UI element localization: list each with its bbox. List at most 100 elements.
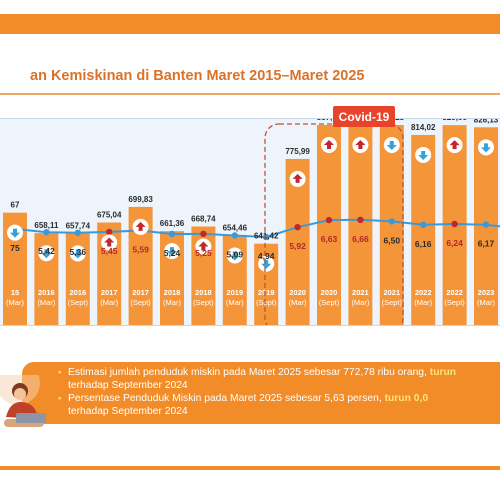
arrow-down-icon [261,259,272,269]
x-tick-year: 2022 [446,288,463,297]
covid-label-box [333,106,395,127]
arrow-down-icon [167,247,177,257]
bar-value-label: 775,99 [285,147,310,156]
arrow-up-icon [292,173,303,183]
line-point [200,230,207,238]
line-value-label: 6,24 [446,238,463,248]
bar-value-label: 657,74 [66,221,91,230]
line-value-label: 6,63 [321,234,338,244]
bullet-continuation: terhadap September 2024 [68,380,188,391]
line-point [420,221,427,228]
line-point [482,221,490,228]
bullet-item: Persentase Penduduk Miskin pada Maret 20… [58,392,500,405]
line-value-label: 5,36 [70,247,87,257]
bar-value-label: 826,13 [474,119,499,124]
footer-accent-bar [0,466,500,470]
line-value-label: 5,42 [38,246,55,256]
line-point [451,220,458,228]
arrow-down-icon [229,251,240,261]
line-point [74,229,82,236]
x-tick-period: (Mar) [100,298,118,307]
x-tick-period: (Sept) [444,298,465,307]
bar-value-label: 699,83 [128,195,153,204]
bar [348,125,373,325]
line-point [357,216,364,223]
line-point [43,229,50,236]
x-tick-year: 2018 [164,288,181,297]
line-point [168,230,176,238]
bar-value-label: 654,46 [223,223,248,232]
x-tick-period: (Sept) [319,298,340,307]
bar-value-label: 675,04 [97,211,122,220]
x-tick-year: 2020 [321,288,338,297]
x-tick-period: (Mar) [477,298,495,307]
bar-value-label: 814,02 [411,123,436,132]
covid-region [264,123,404,325]
arrow-up-icon [135,221,146,231]
bar-value-label: 668,74 [191,214,216,223]
x-tick-year: 2018 [195,288,212,297]
line-value-label: 6,17 [478,239,495,249]
bullet-highlight: turun [429,367,457,378]
line-value-label: 5,09 [227,250,244,260]
x-tick-period: (Mar) [6,298,24,307]
arrow-up-icon [449,140,460,150]
x-tick-period: (Sept) [193,298,214,307]
x-tick-period: (Sept) [130,298,151,307]
bar-value-label: 857,64 [317,119,342,122]
header-accent-bar [0,14,500,34]
line-point [231,232,238,239]
line-value-label: 5,59 [132,245,149,255]
x-tick-period: (Mar) [289,298,307,307]
arrow-down-icon [72,249,83,259]
page-title: an Kemiskinan di Banten Maret 2015–Maret… [30,68,365,84]
line-value-label: 5,25 [195,248,212,258]
chart-area: 67 658,11 657,74 675,04 699,83 661,36 668,74 65… [0,118,500,326]
x-tick-period: (Mar) [163,298,181,307]
x-tick-period: (Sept) [68,298,89,307]
arrow-down-icon [481,143,491,153]
covid-annotation: Covid-19 [333,106,395,127]
bar-value-label: 67 [11,201,20,210]
x-tick-year: 2017 [132,288,149,297]
line-value-label: 5,24 [164,248,181,258]
line-point [388,218,395,225]
bar [411,134,436,325]
x-tick-year: 2022 [415,288,432,297]
line-point [325,216,333,224]
x-tick-year: 2020 [289,288,306,297]
arrow-up-icon [198,241,209,251]
line-value-label: 5,92 [289,241,306,251]
x-tick-year: 15 [11,288,19,297]
arrow-down-icon [386,141,397,150]
bar [317,125,341,325]
x-tick-year: 2021 [383,288,400,297]
x-tick-period: (Sept) [382,298,403,307]
x-tick-year: 2016 [69,288,86,297]
arrow-up-icon [324,140,334,149]
arrow-down-icon [418,150,429,160]
x-tick-year: 2019 [258,288,275,297]
bar-value-label: 829,66 [442,119,467,122]
x-tick-period: (Mar) [226,298,244,307]
bullet-continuation: terhadap September 2024 [68,406,188,417]
arrow-up-icon [355,140,366,149]
arrow-down-icon [10,228,20,238]
line-value-label: 6,16 [415,239,432,249]
arrow-down-icon [41,249,52,259]
poverty-chart: 67 658,11 657,74 675,04 699,83 661,36 668,74 65… [3,119,500,325]
bullet-item: Estimasi jumlah penduduk miskin pada Mar… [58,366,500,379]
x-tick-year: 2019 [226,288,243,297]
x-tick-year: 2017 [101,288,118,297]
x-tick-period: (Mar) [351,298,369,307]
person-illustration-icon [0,375,46,427]
x-tick-period: (Sept) [256,298,277,307]
title-divider [0,93,500,95]
x-tick-year: 2016 [38,288,55,297]
x-tick-period: (Mar) [414,298,432,307]
bar [379,125,404,325]
bullet-highlight: turun 0,0 [384,393,429,404]
bar-value-label: 658,11 [34,221,59,230]
x-tick-year: 2023 [478,288,495,297]
line-value-label: 75 [10,243,20,253]
